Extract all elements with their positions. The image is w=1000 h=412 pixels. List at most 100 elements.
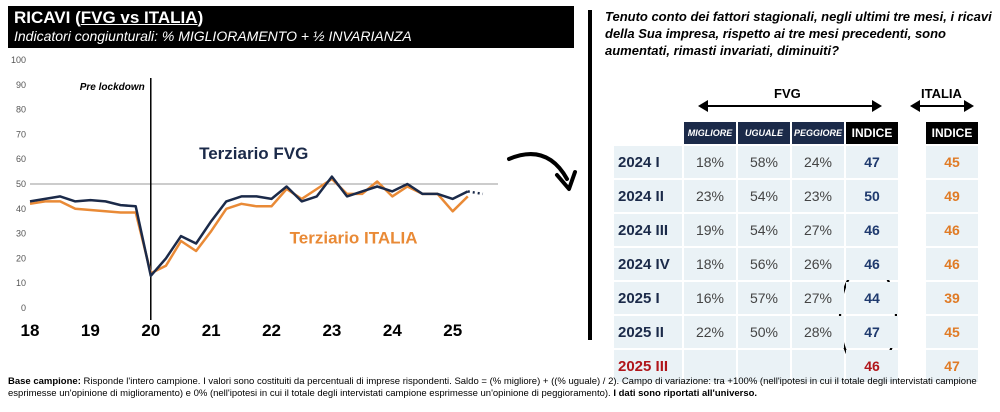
series-label: Terziario FVG xyxy=(199,144,308,163)
title-suffix: ) xyxy=(197,8,204,27)
y-tick-label: 50 xyxy=(16,179,26,189)
cell-migliore: 23% xyxy=(684,180,736,212)
curved-arrow-icon xyxy=(507,152,577,191)
cell-peggiore: 23% xyxy=(792,180,844,212)
cell-gap xyxy=(900,316,924,348)
y-tick-label: 70 xyxy=(16,129,26,139)
cell-migliore: 19% xyxy=(684,214,736,246)
x-tick-label: 20 xyxy=(141,321,160,340)
x-tick-label: 18 xyxy=(21,321,40,340)
title-prefix: RICAVI ( xyxy=(14,8,81,27)
row-label: 2024 II xyxy=(614,180,682,212)
cell-migliore: 18% xyxy=(684,146,736,178)
cell-gap xyxy=(900,214,924,246)
data-table: MIGLIORE UGUALE PEGGIORE INDICE INDICE 2… xyxy=(612,120,980,384)
cell-indice: 47 xyxy=(846,316,898,348)
series-line xyxy=(29,177,469,275)
cell-indice: 44 xyxy=(846,282,898,314)
survey-question: Tenuto conto dei fattori stagionali, neg… xyxy=(605,9,992,58)
y-tick-label: 40 xyxy=(16,204,26,214)
cell-indice: 46 xyxy=(846,350,898,382)
page-subtitle: Indicatori congiunturali: % MIGLIORAMENT… xyxy=(14,28,412,44)
x-tick-label: 21 xyxy=(202,321,221,340)
row-label: 2025 II xyxy=(614,316,682,348)
cell-uguale: 50% xyxy=(738,316,790,348)
footnote-end: I dati sono riportati all'universo. xyxy=(613,388,758,399)
cell-uguale: 54% xyxy=(738,214,790,246)
cell-indice: 50 xyxy=(846,180,898,212)
x-tick-label: 19 xyxy=(81,321,100,340)
cell-gap xyxy=(900,180,924,212)
fvg-group-label: FVG xyxy=(774,86,801,101)
row-label: 2025 III xyxy=(614,350,682,382)
table-row: 2025 I 16% 57% 27% 44 39 xyxy=(614,282,978,314)
table-header-row: MIGLIORE UGUALE PEGGIORE INDICE INDICE xyxy=(614,122,978,144)
x-tick-label: 23 xyxy=(322,321,341,340)
italia-group-label: ITALIA xyxy=(921,86,962,101)
cell-gap xyxy=(900,282,924,314)
col-header-peggiore: PEGGIORE xyxy=(792,122,844,144)
cell-italia-indice: 46 xyxy=(926,248,978,280)
cell-migliore: 16% xyxy=(684,282,736,314)
row-label: 2024 III xyxy=(614,214,682,246)
table-row: 2024 II 23% 54% 23% 50 49 xyxy=(614,180,978,212)
cell-migliore: 22% xyxy=(684,316,736,348)
table-row: 2024 IV 18% 56% 26% 46 46 xyxy=(614,248,978,280)
title-underlined: FVG vs ITALIA xyxy=(80,8,198,27)
cell-migliore: 18% xyxy=(684,248,736,280)
cell-uguale: 57% xyxy=(738,282,790,314)
y-tick-label: 10 xyxy=(16,278,26,288)
fvg-span-arrow-icon xyxy=(698,100,882,112)
header-gap xyxy=(900,122,924,144)
series-line xyxy=(29,175,469,278)
col-header-italia-indice: INDICE xyxy=(926,122,978,144)
header-blank xyxy=(614,122,682,144)
cell-migliore xyxy=(684,350,736,382)
table-row: 2024 I 18% 58% 24% 47 45 xyxy=(614,146,978,178)
footnote-text: Risponde l'intero campione. I valori son… xyxy=(8,376,977,399)
title-box: RICAVI (FVG vs ITALIA) Indicatori congiu… xyxy=(8,6,574,48)
x-tick-label: 24 xyxy=(383,321,402,340)
cell-gap xyxy=(900,146,924,178)
line-chart: 0 10 20 30 40 50 60 70 80 90 100 Pre lockdown 18 19 20… xyxy=(11,55,498,340)
italia-span-arrow-icon xyxy=(910,100,974,112)
y-tick-label: 0 xyxy=(21,303,26,313)
lockdown-label: Pre lockdown xyxy=(80,82,145,93)
cell-peggiore xyxy=(792,350,844,382)
table-row: 2025 II 22% 50% 28% 47 45 xyxy=(614,316,978,348)
table-row: 2025 III 46 47 xyxy=(614,350,978,382)
y-tick-label: 100 xyxy=(11,55,26,65)
cell-italia-indice: 39 xyxy=(926,282,978,314)
row-label: 2024 I xyxy=(614,146,682,178)
cell-uguale: 58% xyxy=(738,146,790,178)
cell-italia-indice: 49 xyxy=(926,180,978,212)
cell-peggiore: 28% xyxy=(792,316,844,348)
cell-indice: 47 xyxy=(846,146,898,178)
x-tick-label: 25 xyxy=(443,321,462,340)
cell-indice: 46 xyxy=(846,214,898,246)
y-tick-label: 90 xyxy=(16,80,26,90)
y-tick-label: 20 xyxy=(16,253,26,263)
cell-uguale: 54% xyxy=(738,180,790,212)
series-label: Terziario ITALIA xyxy=(290,229,418,248)
y-tick-label: 60 xyxy=(16,154,26,164)
cell-uguale xyxy=(738,350,790,382)
cell-italia-indice: 46 xyxy=(926,214,978,246)
cell-indice: 46 xyxy=(846,248,898,280)
cell-italia-indice: 47 xyxy=(926,350,978,382)
col-header-indice: INDICE xyxy=(846,122,898,144)
col-header-migliore: MIGLIORE xyxy=(684,122,736,144)
cell-uguale: 56% xyxy=(738,248,790,280)
footnote-label: Base campione: xyxy=(8,376,81,387)
vertical-divider xyxy=(588,10,592,340)
forecast-line xyxy=(467,190,484,196)
cell-peggiore: 26% xyxy=(792,248,844,280)
cell-gap xyxy=(900,248,924,280)
footnote: Base campione: Risponde l'intero campion… xyxy=(8,376,993,400)
cell-peggiore: 24% xyxy=(792,146,844,178)
row-label: 2025 I xyxy=(614,282,682,314)
y-tick-label: 30 xyxy=(16,229,26,239)
row-label: 2024 IV xyxy=(614,248,682,280)
cell-peggiore: 27% xyxy=(792,214,844,246)
x-tick-label: 22 xyxy=(262,321,281,340)
